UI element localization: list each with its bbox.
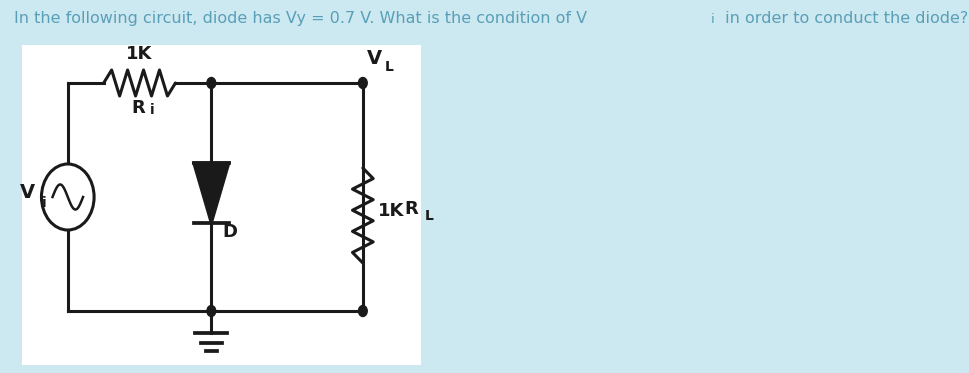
Polygon shape <box>194 163 229 223</box>
Text: R: R <box>131 99 144 117</box>
Text: L: L <box>424 209 433 223</box>
Text: i: i <box>42 196 47 210</box>
Text: in order to conduct the diode?: in order to conduct the diode? <box>720 11 967 26</box>
Text: R: R <box>404 201 418 219</box>
Text: V: V <box>366 49 382 68</box>
Text: L: L <box>385 60 393 74</box>
Circle shape <box>359 78 367 88</box>
Circle shape <box>206 305 215 317</box>
Circle shape <box>359 305 367 317</box>
Text: 1K: 1K <box>378 203 404 220</box>
Text: i: i <box>150 103 154 117</box>
Text: 1K: 1K <box>126 45 152 63</box>
Circle shape <box>206 78 215 88</box>
Text: D: D <box>222 223 237 241</box>
FancyBboxPatch shape <box>22 45 421 365</box>
Text: In the following circuit, diode has Vy = 0.7 V. What is the condition of V: In the following circuit, diode has Vy =… <box>15 11 587 26</box>
Circle shape <box>42 164 94 230</box>
Text: i: i <box>710 13 714 26</box>
Text: V: V <box>20 182 35 201</box>
